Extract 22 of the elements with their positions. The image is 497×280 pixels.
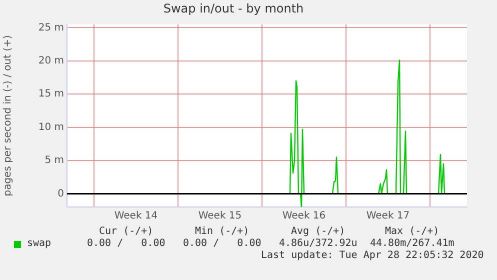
- y-tick-label: 0: [58, 188, 64, 200]
- y-axis-title: pages per second in (-) / out (+): [2, 35, 14, 196]
- text: Max (-/+): [385, 226, 440, 238]
- y-tick-label: 20 m: [38, 56, 64, 67]
- text: 4.86u/372.92u: [279, 238, 358, 250]
- y-tick-label: 5 m: [44, 155, 64, 166]
- text: 44.80m/267.41m: [370, 238, 454, 250]
- y-tick-label: 25 m: [38, 22, 64, 34]
- text: Last update: Tue Apr 28 22:05:32 2020: [261, 250, 484, 262]
- x-tick-label: Week 14: [114, 210, 158, 222]
- legend-label: swap: [27, 238, 52, 250]
- text: Avg (-/+): [291, 226, 346, 238]
- text: 0.00 / 0.00: [87, 238, 166, 250]
- y-tick-label: 15 m: [38, 88, 64, 100]
- chart-title: Swap in/out - by month: [163, 1, 304, 16]
- text: Min (-/+): [195, 226, 250, 238]
- x-tick-label: Week 15: [198, 210, 242, 222]
- x-tick-label: Week 16: [282, 210, 326, 222]
- x-tick-label: Week 17: [366, 210, 410, 222]
- text: Cur (-/+): [99, 226, 154, 238]
- y-tick-label: 10 m: [38, 122, 64, 133]
- text: 0.00 / 0.00: [183, 238, 262, 250]
